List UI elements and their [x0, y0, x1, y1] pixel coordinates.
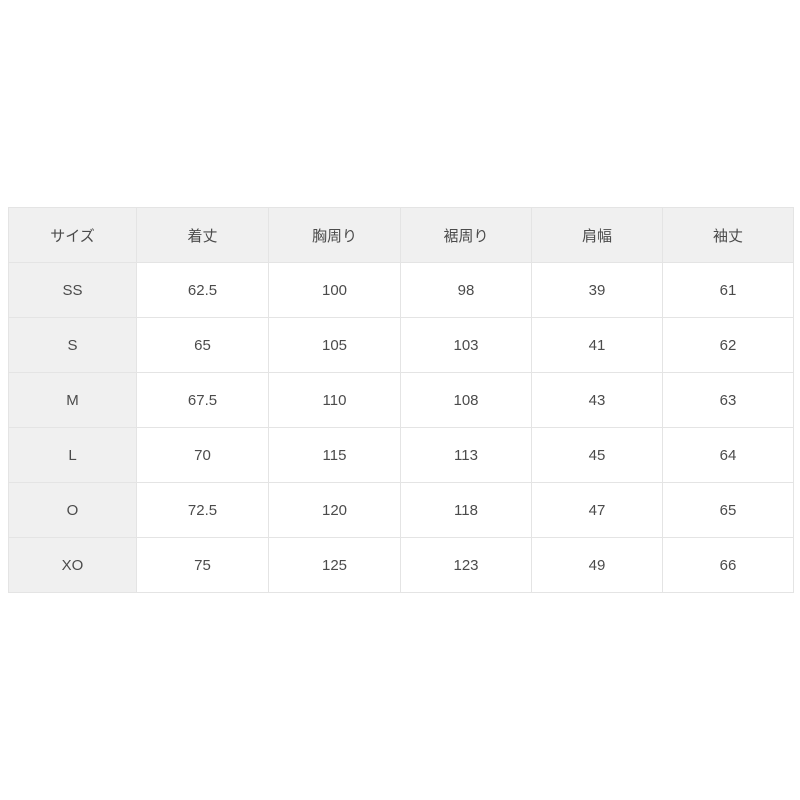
table-cell: 47 — [531, 482, 663, 538]
column-header-hem: 裾周り — [400, 207, 532, 263]
table-cell: 49 — [531, 537, 663, 593]
table-cell: 110 — [268, 372, 401, 428]
table-cell: 61 — [662, 262, 794, 318]
table-cell: 125 — [268, 537, 401, 593]
table-header-row: サイズ 着丈 胸周り 裾周り 肩幅 袖丈 — [8, 207, 794, 263]
table-cell: 113 — [400, 427, 532, 483]
size-chart-container: サイズ 着丈 胸周り 裾周り 肩幅 袖丈 SS 62.5 100 98 39 6… — [8, 207, 794, 593]
table-cell: 62.5 — [136, 262, 269, 318]
table-cell: 45 — [531, 427, 663, 483]
table-row: XO 75 125 123 49 66 — [8, 537, 794, 593]
table-cell: 65 — [662, 482, 794, 538]
table-cell: 98 — [400, 262, 532, 318]
column-header-sleeve: 袖丈 — [662, 207, 794, 263]
table-row: SS 62.5 100 98 39 61 — [8, 262, 794, 318]
row-label: L — [8, 427, 137, 483]
table-cell: 41 — [531, 317, 663, 373]
table-cell: 63 — [662, 372, 794, 428]
table-cell: 70 — [136, 427, 269, 483]
table-cell: 72.5 — [136, 482, 269, 538]
table-cell: 75 — [136, 537, 269, 593]
column-header-size: サイズ — [8, 207, 137, 263]
table-row: O 72.5 120 118 47 65 — [8, 482, 794, 538]
column-header-chest: 胸周り — [268, 207, 401, 263]
table-cell: 103 — [400, 317, 532, 373]
table-cell: 115 — [268, 427, 401, 483]
table-cell: 66 — [662, 537, 794, 593]
table-cell: 100 — [268, 262, 401, 318]
table-cell: 120 — [268, 482, 401, 538]
row-label: M — [8, 372, 137, 428]
row-label: S — [8, 317, 137, 373]
table-cell: 64 — [662, 427, 794, 483]
table-cell: 62 — [662, 317, 794, 373]
table-cell: 39 — [531, 262, 663, 318]
row-label: O — [8, 482, 137, 538]
row-label: SS — [8, 262, 137, 318]
size-chart-table: サイズ 着丈 胸周り 裾周り 肩幅 袖丈 SS 62.5 100 98 39 6… — [8, 207, 794, 593]
column-header-body-length: 着丈 — [136, 207, 269, 263]
table-cell: 108 — [400, 372, 532, 428]
table-cell: 65 — [136, 317, 269, 373]
table-row: M 67.5 110 108 43 63 — [8, 372, 794, 428]
table-cell: 105 — [268, 317, 401, 373]
table-row: S 65 105 103 41 62 — [8, 317, 794, 373]
row-label: XO — [8, 537, 137, 593]
table-row: L 70 115 113 45 64 — [8, 427, 794, 483]
table-cell: 67.5 — [136, 372, 269, 428]
table-cell: 43 — [531, 372, 663, 428]
column-header-shoulder: 肩幅 — [531, 207, 663, 263]
table-cell: 123 — [400, 537, 532, 593]
table-cell: 118 — [400, 482, 532, 538]
